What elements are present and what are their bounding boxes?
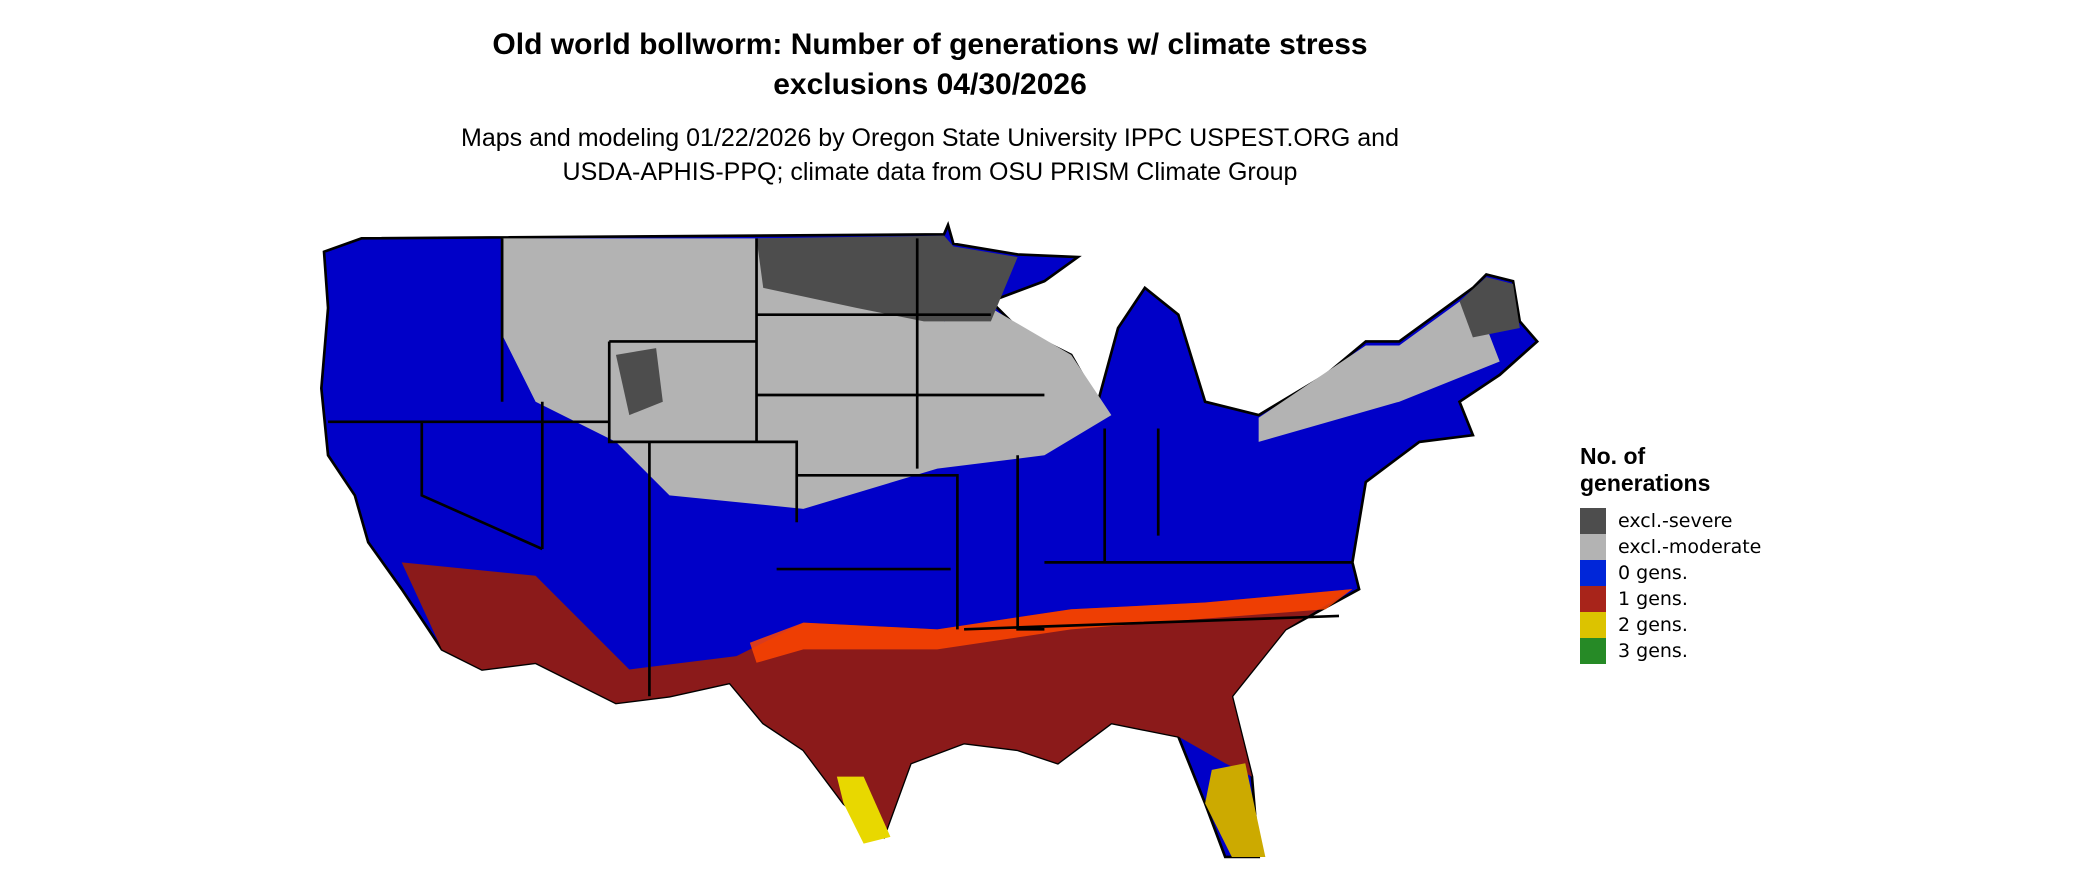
subtitle-line-1: Maps and modeling 01/22/2026 by Oregon S… bbox=[461, 124, 1399, 152]
region-excl-moderate-northeast bbox=[1258, 291, 1500, 442]
region-2-gens-texas bbox=[836, 776, 891, 844]
region-2-gens-florida bbox=[1205, 763, 1266, 857]
legend-swatch bbox=[1580, 508, 1606, 534]
title-line-1: Old world bollworm: Number of generation… bbox=[492, 28, 1368, 61]
legend-item: excl.-moderate bbox=[1580, 534, 1761, 560]
legend-label: excl.-moderate bbox=[1618, 536, 1762, 558]
legend-label: 1 gens. bbox=[1618, 588, 1688, 610]
legend-item: 1 gens. bbox=[1580, 586, 1688, 612]
title-line-2: exclusions 04/30/2026 bbox=[773, 68, 1087, 101]
region-excl-severe-wyoming bbox=[615, 348, 663, 416]
subtitle-line-2: USDA-APHIS-PPQ; climate data from OSU PR… bbox=[562, 158, 1298, 186]
legend-swatch bbox=[1580, 586, 1606, 612]
legend-swatch bbox=[1580, 638, 1606, 664]
legend-label: excl.-severe bbox=[1618, 510, 1733, 532]
state-borders bbox=[328, 238, 1353, 697]
region-excl-severe-north bbox=[756, 235, 1018, 322]
legend-item: 0 gens. bbox=[1580, 560, 1688, 586]
legend-title: No. of generations bbox=[1580, 443, 1711, 496]
legend-label: 3 gens. bbox=[1618, 640, 1688, 662]
legend-label: 2 gens. bbox=[1618, 614, 1688, 636]
legend-swatch bbox=[1580, 560, 1606, 586]
legend-swatch bbox=[1580, 612, 1606, 638]
legend-item: 2 gens. bbox=[1580, 612, 1688, 638]
region-excl-severe-maine bbox=[1459, 277, 1520, 338]
legend-item: 3 gens. bbox=[1580, 638, 1688, 664]
region-1-gens bbox=[401, 562, 1353, 837]
legend-swatch bbox=[1580, 534, 1606, 560]
legend-label: 0 gens. bbox=[1618, 562, 1688, 584]
legend-item: excl.-severe bbox=[1580, 508, 1733, 534]
